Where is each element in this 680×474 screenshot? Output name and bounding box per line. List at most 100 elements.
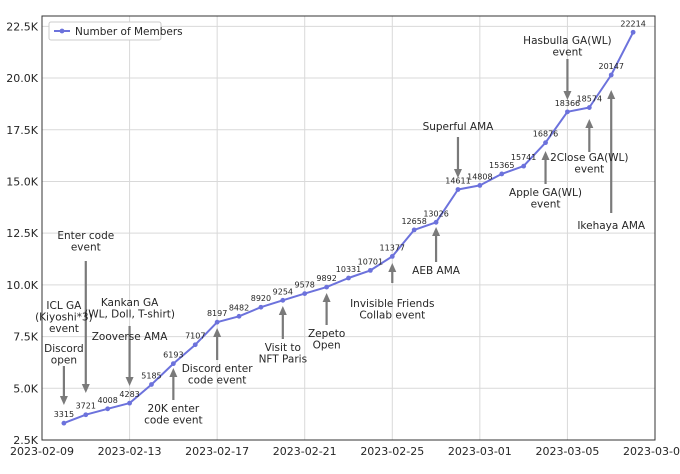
data-point <box>586 105 592 110</box>
legend-swatch-marker <box>59 28 65 34</box>
x-tick-label: 2023-02-25 <box>360 445 424 458</box>
annotation-line: Ikehaya AMA <box>577 220 646 232</box>
data-label: 9578 <box>295 281 315 290</box>
annotation-line: code event <box>144 415 203 427</box>
data-label: 11377 <box>380 243 405 252</box>
annotation-line: event <box>552 47 582 59</box>
annotation-arrow-head <box>453 169 462 178</box>
data-label: 20147 <box>598 62 623 71</box>
annotation-line: Visit to <box>265 342 301 354</box>
annotation-text: Ikehaya AMA <box>577 220 646 232</box>
data-point <box>389 253 395 259</box>
annotation-arrow-head <box>432 227 441 236</box>
data-point <box>127 400 132 406</box>
annotation-arrow-head <box>213 328 222 337</box>
data-label: 16876 <box>533 130 558 139</box>
data-point <box>411 227 417 233</box>
y-tick-label: 17.5K <box>6 124 38 137</box>
annotation-arrow-head <box>585 119 594 128</box>
data-label: 14808 <box>467 172 492 181</box>
x-tick-label: 2023-02-09 <box>10 445 74 458</box>
data-point <box>521 163 527 169</box>
y-tick-label: 22.5K <box>6 20 38 33</box>
data-point <box>608 72 614 78</box>
annotation-text: Discord enter code event <box>182 363 253 387</box>
data-point <box>455 187 461 192</box>
data-label: 22214 <box>620 19 645 28</box>
annotation-text: Apple GA(WL) event <box>509 187 582 211</box>
legend-box <box>48 21 162 41</box>
annotation-arrow-head <box>563 91 572 100</box>
annotation-line: (Kiyoshi*3) <box>35 312 93 324</box>
x-tick-label: 2023-02-17 <box>185 445 249 458</box>
data-label: 5185 <box>141 371 161 380</box>
plot-frame <box>41 15 656 441</box>
annotation-line: event <box>49 323 79 335</box>
data-label: 8920 <box>251 294 271 303</box>
series-layer <box>61 29 636 426</box>
data-point <box>630 29 636 35</box>
data-point <box>170 361 176 367</box>
annotation-line: Hasbulla GA(WL) <box>523 35 611 47</box>
annotation-line: event <box>574 164 604 176</box>
annotation-arrow-head <box>278 306 287 315</box>
data-point <box>149 382 154 387</box>
data-point <box>83 412 89 418</box>
data-point <box>214 319 220 325</box>
annotation-line: Discord enter <box>182 363 253 375</box>
annotation-arrow-head <box>59 396 68 405</box>
data-point <box>367 267 373 273</box>
axis-ticks: 2023-02-09 2023-02-13 2023-02-17 2023-02-21… <box>6 20 680 458</box>
annotation-line: Open <box>313 340 341 352</box>
annotation-text: Invisible Friends Collab event <box>350 298 434 322</box>
data-point <box>346 275 351 281</box>
annotation-arrow-head <box>607 90 616 99</box>
data-point <box>302 291 308 297</box>
data-label: 3721 <box>76 402 96 411</box>
data-label: 15741 <box>511 153 536 162</box>
data-point <box>280 297 286 303</box>
annotation-arrow-head <box>322 293 331 302</box>
data-label: 8197 <box>207 309 227 318</box>
annotation-text: Hasbulla GA(WL) event <box>523 35 611 59</box>
data-point <box>499 171 505 177</box>
annotation-arrow-head <box>169 368 178 377</box>
annotation-line: Superful AMA <box>423 121 495 133</box>
x-tick-label: 2023-02-13 <box>98 445 162 458</box>
annotation-text: Superful AMA <box>423 121 495 133</box>
y-tick-label: 10.0K <box>6 279 38 292</box>
y-tick-label: 7.5K <box>13 331 38 344</box>
annotation-line: ICL GA <box>46 300 82 312</box>
annotation-line: Zooverse AMA <box>92 331 169 343</box>
data-point <box>565 109 570 115</box>
annotation-arrow-head <box>388 263 397 272</box>
annotation-line: AEB AMA <box>412 265 461 277</box>
y-tick-label: 2.5K <box>13 434 38 447</box>
data-label: 7107 <box>185 332 205 341</box>
data-point <box>105 406 111 412</box>
annotation-line: event <box>531 199 561 211</box>
legend: Number of Members <box>48 21 183 41</box>
data-point <box>433 219 439 225</box>
annotation-line: code event <box>188 375 247 387</box>
data-point <box>324 284 330 290</box>
data-label: 6193 <box>163 351 183 360</box>
annotation-text: Zepeto Open <box>308 328 345 352</box>
annotation-arrows <box>59 59 616 405</box>
annotation-line: open <box>51 355 77 367</box>
y-tick-label: 5.0K <box>13 382 38 395</box>
data-label: 4008 <box>97 396 117 405</box>
data-label: 3315 <box>54 410 74 419</box>
annotation-arrow-head <box>125 377 134 386</box>
data-label: 10331 <box>336 265 361 274</box>
data-label: 9892 <box>316 274 336 283</box>
x-tick-label: 2023-03-05 <box>535 445 599 458</box>
data-label: 9254 <box>273 287 293 296</box>
y-tick-label: 12.5K <box>6 227 38 240</box>
data-point <box>258 304 264 310</box>
data-point <box>236 313 242 319</box>
annotation-text: Zooverse AMA <box>92 331 169 343</box>
